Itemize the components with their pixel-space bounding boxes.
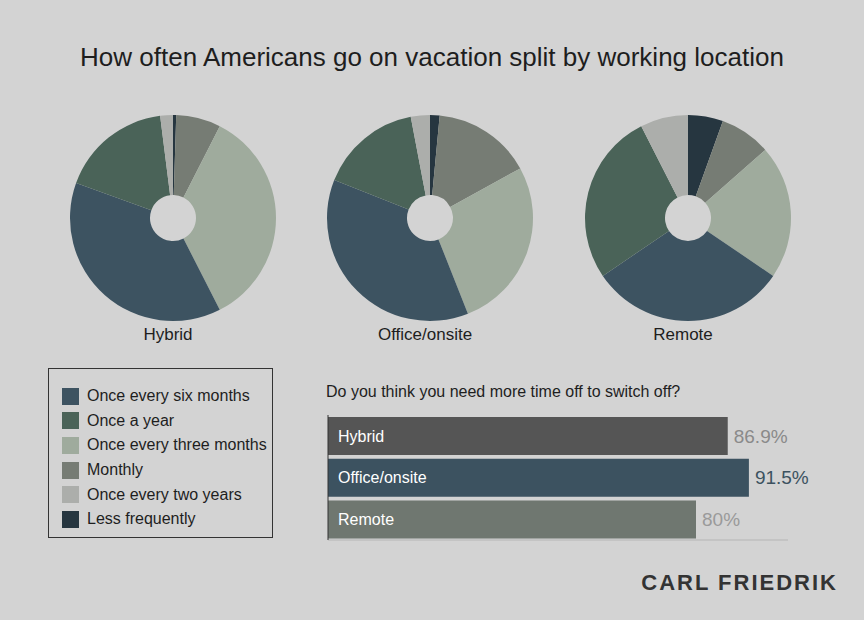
html-text:Once every six months: Once every six months [87,387,250,405]
html-text:Office/onsite: Office/onsite [377,325,473,344]
html-text:Hybrid: Hybrid [143,325,193,344]
html-text:CARL FRIEDRIK: CARL FRIEDRIK [641,570,838,595]
html-text:Once every three months: Once every three months [87,436,267,454]
svg-text:80%: 80% [702,509,740,530]
html-text:Less frequently: Less frequently [87,510,196,528]
html-text:Once every two years: Once every two years [87,485,242,503]
html-text:Remote: Remote [653,325,713,344]
svg-text:Office/onsite: Office/onsite [338,469,427,486]
svg-text:91.5%: 91.5% [755,467,809,488]
html-text:How often Americans go on vaca: How often Americans go on vacation split… [80,42,784,72]
svg-text:86.9%: 86.9% [734,426,788,447]
html-text:Once a year: Once a year [87,411,175,429]
html-text:Do you think you need more tim: Do you think you need more time off to s… [326,383,681,400]
html-text:Monthly: Monthly [87,461,143,479]
svg-text:Remote: Remote [338,511,394,528]
svg-text:Hybrid: Hybrid [338,428,384,445]
